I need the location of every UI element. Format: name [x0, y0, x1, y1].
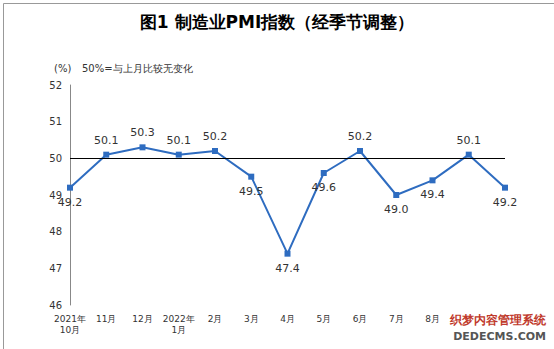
svg-text:49.6: 49.6 — [312, 181, 337, 194]
svg-text:8月: 8月 — [425, 314, 440, 324]
svg-text:46: 46 — [49, 300, 62, 311]
svg-text:10月: 10月 — [60, 325, 80, 335]
svg-text:52: 52 — [49, 80, 62, 91]
svg-text:图1 制造业PMI指数（经季节调整）: 图1 制造业PMI指数（经季节调整） — [140, 12, 414, 32]
svg-text:织梦内容管理系统: 织梦内容管理系统 — [449, 313, 547, 327]
svg-text:47.4: 47.4 — [275, 262, 300, 275]
svg-text:50.2: 50.2 — [203, 130, 228, 143]
svg-text:49.5: 49.5 — [239, 185, 264, 198]
svg-text:2月: 2月 — [208, 314, 223, 324]
svg-text:2021年: 2021年 — [54, 314, 86, 324]
svg-text:3月: 3月 — [244, 314, 259, 324]
svg-text:50: 50 — [49, 153, 62, 164]
svg-text:50.1: 50.1 — [167, 134, 192, 147]
svg-text:7月: 7月 — [389, 314, 404, 324]
svg-text:49.2: 49.2 — [58, 196, 83, 209]
svg-text:49.4: 49.4 — [420, 188, 445, 201]
svg-text:49.0: 49.0 — [384, 203, 409, 216]
svg-text:(%): (%) — [54, 63, 71, 74]
svg-text:48: 48 — [49, 226, 62, 237]
svg-text:50.1: 50.1 — [457, 134, 482, 147]
svg-text:4月: 4月 — [280, 314, 295, 324]
svg-text:50%=与上月比较无变化: 50%=与上月比较无变化 — [82, 63, 193, 74]
svg-text:12月: 12月 — [132, 314, 152, 324]
svg-text:49: 49 — [49, 189, 62, 201]
svg-text:51: 51 — [49, 116, 62, 127]
svg-text:2022年: 2022年 — [163, 314, 195, 324]
svg-text:50.1: 50.1 — [94, 134, 119, 147]
svg-text:6月: 6月 — [353, 314, 368, 324]
svg-text:1月: 1月 — [171, 325, 186, 335]
svg-text:DEDECMS.COM: DEDECMS.COM — [453, 330, 546, 343]
svg-text:11月: 11月 — [96, 314, 116, 324]
svg-text:5月: 5月 — [316, 314, 331, 324]
svg-text:50.3: 50.3 — [130, 126, 155, 139]
svg-text:49.2: 49.2 — [493, 196, 518, 209]
svg-text:50.2: 50.2 — [348, 130, 373, 143]
svg-text:47: 47 — [49, 263, 62, 274]
